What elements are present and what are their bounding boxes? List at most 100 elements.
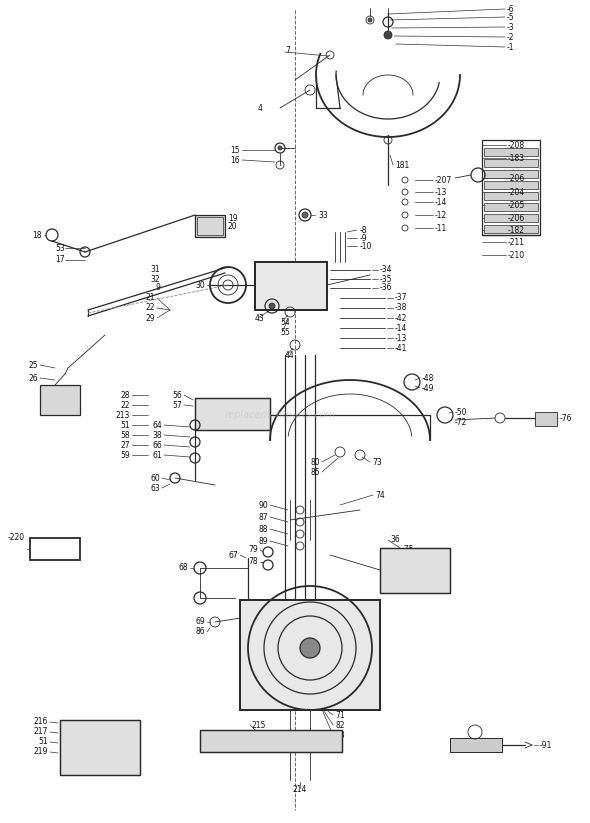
Text: 63: 63 — [150, 483, 160, 492]
Bar — [195, 398, 270, 430]
Text: -36: -36 — [380, 283, 392, 292]
Bar — [450, 738, 502, 752]
Text: -5: -5 — [507, 12, 514, 21]
Circle shape — [384, 31, 392, 39]
Text: -206: -206 — [508, 174, 525, 183]
Text: 57: 57 — [172, 401, 182, 410]
Text: 53: 53 — [335, 731, 345, 740]
Bar — [197, 217, 223, 235]
Text: 86: 86 — [195, 627, 205, 636]
Circle shape — [302, 212, 308, 218]
Text: -14: -14 — [435, 198, 447, 207]
Text: 56: 56 — [172, 390, 182, 399]
Text: -204: -204 — [508, 188, 525, 197]
Text: 43: 43 — [255, 314, 265, 323]
Text: 89: 89 — [258, 537, 268, 546]
Text: -50: -50 — [455, 407, 467, 416]
Text: -207: -207 — [435, 175, 453, 184]
Bar — [484, 203, 538, 211]
Text: 59: 59 — [120, 450, 130, 459]
Text: replacementparts.com: replacementparts.com — [224, 410, 336, 420]
Text: 82: 82 — [335, 720, 345, 729]
Text: -9: -9 — [360, 234, 368, 243]
Bar — [484, 192, 538, 200]
Text: -13: -13 — [435, 188, 447, 197]
Text: -205: -205 — [508, 201, 525, 210]
Text: -210: -210 — [508, 250, 525, 259]
Text: 51: 51 — [38, 737, 48, 746]
Text: 213: 213 — [116, 411, 130, 420]
Text: 214: 214 — [293, 785, 307, 794]
Text: 38: 38 — [152, 430, 162, 439]
Bar — [484, 181, 538, 189]
Circle shape — [278, 146, 282, 150]
Text: 27: 27 — [120, 440, 130, 449]
Bar — [484, 225, 538, 233]
Text: -208: -208 — [508, 141, 525, 150]
Text: 20: 20 — [228, 221, 238, 230]
Text: 36: 36 — [390, 536, 400, 545]
Bar — [60, 720, 140, 775]
Text: 4: 4 — [257, 104, 262, 113]
Bar — [60, 720, 140, 775]
Text: 58: 58 — [120, 430, 130, 439]
Text: -48: -48 — [422, 374, 434, 383]
Text: -34: -34 — [380, 266, 392, 275]
Text: 64: 64 — [152, 421, 162, 430]
Text: -75: -75 — [402, 546, 415, 555]
Text: 60: 60 — [150, 473, 160, 482]
Text: 33: 33 — [318, 211, 328, 220]
Bar — [535, 412, 557, 426]
Text: 18: 18 — [32, 230, 42, 239]
Bar — [40, 385, 80, 415]
Text: 69: 69 — [195, 617, 205, 626]
Text: 78: 78 — [248, 557, 258, 566]
Text: 44: 44 — [285, 351, 295, 360]
Bar — [195, 398, 270, 430]
Text: 54: 54 — [280, 318, 290, 327]
Bar — [255, 262, 327, 310]
Text: -76: -76 — [560, 413, 572, 422]
Text: 71: 71 — [335, 710, 345, 719]
Text: 26: 26 — [28, 374, 38, 383]
Text: 68: 68 — [178, 564, 188, 573]
Bar — [200, 730, 342, 752]
Text: -11: -11 — [435, 224, 447, 233]
Circle shape — [269, 303, 275, 309]
Text: 73: 73 — [372, 458, 382, 467]
Text: 80: 80 — [310, 458, 320, 467]
Text: 181: 181 — [395, 160, 409, 170]
Bar — [380, 548, 450, 593]
Text: 217: 217 — [34, 728, 48, 737]
Text: 74: 74 — [375, 491, 385, 500]
Text: 55: 55 — [280, 328, 290, 337]
Text: 16: 16 — [230, 156, 240, 165]
Bar — [484, 159, 538, 167]
Text: 25: 25 — [28, 360, 38, 370]
Bar — [255, 262, 327, 310]
Bar — [484, 148, 538, 156]
Text: -1: -1 — [507, 43, 514, 52]
Text: -49: -49 — [422, 384, 434, 393]
Text: 28: 28 — [120, 390, 130, 399]
Text: 85: 85 — [310, 467, 320, 477]
Text: 31: 31 — [150, 266, 160, 275]
Text: 61: 61 — [152, 450, 162, 459]
Bar — [195, 215, 225, 237]
Text: 67: 67 — [228, 551, 238, 560]
Text: -3: -3 — [507, 22, 514, 31]
Text: 17: 17 — [55, 255, 65, 264]
Text: -14: -14 — [395, 323, 407, 332]
Text: -206: -206 — [508, 213, 525, 222]
Text: -8: -8 — [360, 226, 368, 235]
Text: -13: -13 — [395, 333, 407, 342]
Text: 22: 22 — [146, 304, 155, 313]
Text: -41: -41 — [395, 343, 407, 352]
Text: -211: -211 — [508, 238, 525, 247]
Circle shape — [300, 638, 320, 658]
Text: 53: 53 — [55, 244, 65, 253]
Text: -91: -91 — [540, 741, 552, 750]
Text: 90: 90 — [258, 500, 268, 509]
Text: 7: 7 — [285, 45, 290, 54]
Text: 87: 87 — [258, 513, 268, 522]
